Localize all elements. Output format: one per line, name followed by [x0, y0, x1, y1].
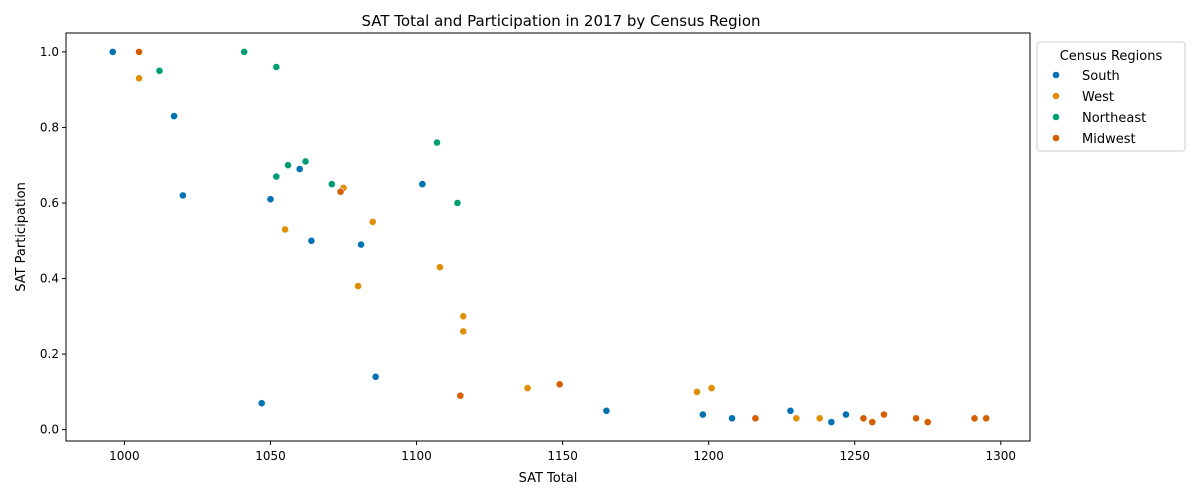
y-axis: 0.0 0.2 0.4 0.6 0.8 1.0	[40, 45, 66, 437]
data-point	[433, 138, 441, 147]
data-point	[357, 240, 365, 249]
data-point	[108, 47, 117, 56]
data-point	[272, 63, 281, 71]
data-point	[456, 391, 465, 400]
data-point	[295, 165, 304, 173]
data-point	[368, 217, 377, 226]
data-point	[436, 263, 444, 272]
data-point	[281, 225, 289, 234]
legend: Census Regions South West Northeast Midwest	[1036, 41, 1186, 152]
legend-marker	[1052, 134, 1060, 142]
legend-label: Midwest	[1082, 132, 1136, 147]
data-point	[728, 414, 736, 423]
data-point	[859, 414, 868, 423]
data-point	[602, 406, 611, 415]
data-point	[970, 414, 979, 423]
data-point	[307, 236, 316, 245]
data-point	[354, 282, 363, 291]
legend-label: West	[1082, 90, 1114, 105]
series-northeast	[155, 47, 462, 207]
chart-title: SAT Total and Participation in 2017 by C…	[361, 12, 760, 30]
legend-label: Northeast	[1082, 111, 1146, 126]
y-tick-label: 0.2	[40, 347, 59, 361]
data-point	[786, 406, 795, 415]
data-point	[453, 199, 462, 207]
data-point	[272, 172, 281, 181]
y-tick-label: 0.0	[40, 423, 59, 437]
x-tick-label: 1050	[255, 449, 286, 463]
x-tick-label: 1150	[547, 449, 578, 463]
data-point	[815, 414, 824, 423]
data-point	[135, 74, 143, 83]
x-tick-label: 1200	[693, 449, 724, 463]
x-axis: 1000 1050 1100 1150 1200 1250 1300	[109, 441, 1016, 463]
points-layer	[108, 47, 991, 427]
data-point	[371, 372, 380, 381]
data-point	[170, 112, 178, 121]
x-axis-label: SAT Total	[519, 471, 578, 486]
y-axis-label: SAT Participation	[14, 182, 29, 292]
y-tick-label: 1.0	[40, 45, 59, 59]
series-midwest	[135, 47, 991, 427]
y-tick-label: 0.4	[40, 272, 59, 286]
y-tick-label: 0.6	[40, 196, 59, 210]
x-tick-label: 1250	[839, 449, 870, 463]
data-point	[284, 161, 292, 170]
data-point	[982, 414, 991, 423]
data-point	[792, 414, 801, 423]
data-point	[327, 180, 336, 189]
data-point	[266, 195, 275, 204]
data-point	[418, 180, 427, 189]
x-tick-label: 1000	[109, 449, 140, 463]
data-point	[707, 384, 716, 393]
data-point	[912, 414, 920, 423]
legend-frame	[1036, 41, 1186, 152]
data-point	[880, 410, 888, 419]
data-point	[459, 312, 468, 321]
data-point	[523, 384, 532, 393]
data-point	[555, 380, 564, 389]
legend-marker	[1052, 113, 1060, 121]
data-point	[842, 410, 850, 419]
data-point	[135, 47, 143, 56]
legend-marker	[1052, 71, 1060, 79]
data-point	[336, 187, 345, 196]
data-point	[459, 327, 468, 336]
y-tick-label: 0.8	[40, 120, 59, 134]
series-west	[135, 74, 824, 423]
data-point	[868, 418, 877, 427]
data-point	[751, 414, 760, 423]
x-tick-label: 1300	[986, 449, 1017, 463]
data-point	[693, 387, 701, 396]
data-point	[923, 418, 932, 427]
data-point	[827, 418, 836, 427]
series-south	[108, 47, 850, 427]
data-point	[257, 399, 266, 408]
data-point	[155, 66, 164, 75]
data-point	[178, 191, 187, 200]
data-point	[301, 157, 310, 166]
legend-title: Census Regions	[1060, 49, 1163, 64]
data-point	[698, 410, 707, 419]
x-tick-label: 1100	[401, 449, 432, 463]
legend-marker	[1052, 92, 1060, 100]
plot-frame	[65, 32, 1031, 442]
data-point	[240, 47, 249, 56]
legend-items: South West Northeast Midwest	[1052, 69, 1146, 147]
legend-label: South	[1082, 69, 1120, 84]
